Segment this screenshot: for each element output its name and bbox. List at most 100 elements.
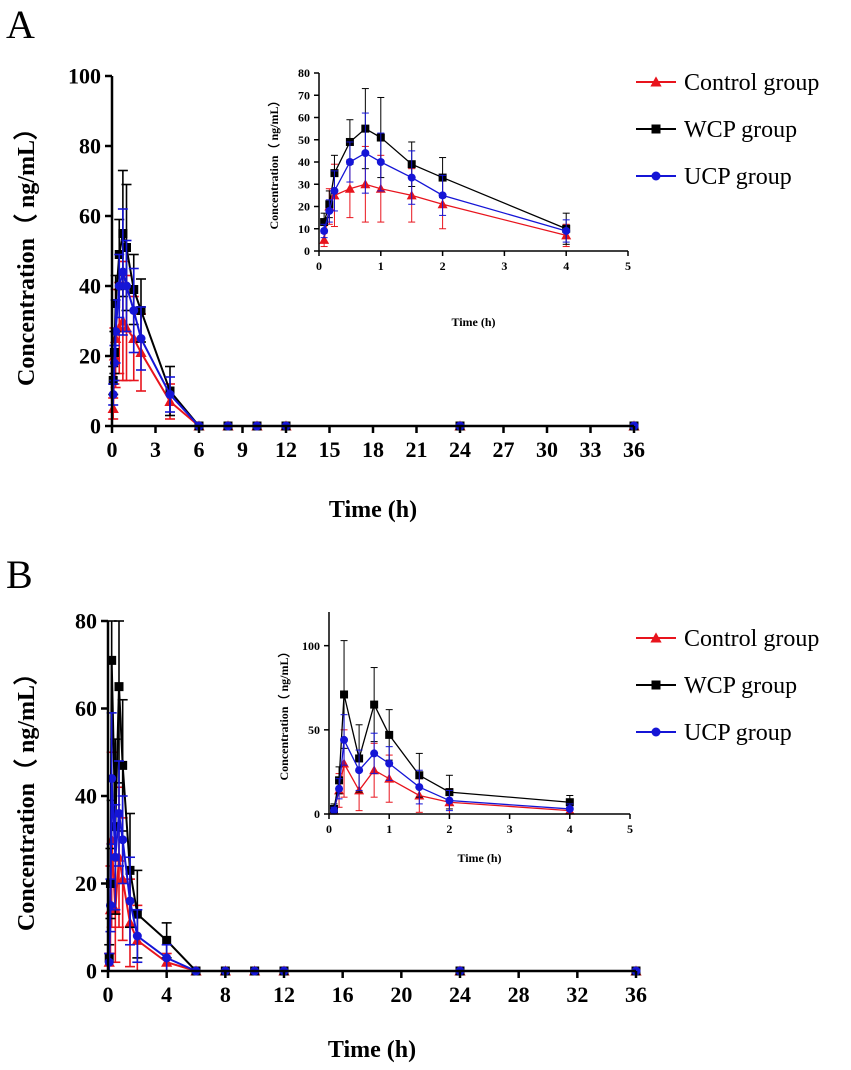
y-tick-label: 80 bbox=[298, 66, 310, 80]
x-axis-title: Time (h) bbox=[451, 315, 495, 329]
legend-marker-control bbox=[650, 632, 662, 643]
ucp-point bbox=[114, 809, 124, 818]
x-tick-label: 15 bbox=[319, 437, 341, 462]
series-control bbox=[103, 751, 642, 976]
B-inset-plot: 0 50 100 0 1 2 3 4 5 Time (h) Concentration（ ng/mL… bbox=[276, 612, 633, 865]
x-tick-label: 28 bbox=[508, 982, 530, 1007]
x-tick-label: 1 bbox=[378, 259, 384, 273]
y-tick-label: 60 bbox=[79, 204, 101, 229]
control-line bbox=[108, 839, 636, 972]
x-tick-label: 1 bbox=[386, 822, 392, 836]
x-tick-label: 32 bbox=[566, 982, 588, 1007]
y-tick-label: 100 bbox=[302, 639, 320, 653]
A-inset-plot: 0 10 20 30 40 50 60 70 80 0 1 2 3 4 5 Time (h) Concentra… bbox=[266, 66, 631, 329]
ucp-point bbox=[340, 735, 349, 744]
ucp-point bbox=[445, 796, 454, 805]
x-axis-title: Time (h) bbox=[329, 497, 417, 523]
y-tick-label: 0 bbox=[314, 807, 320, 821]
ucp-point bbox=[111, 327, 121, 336]
legend-label-control: Control group bbox=[684, 70, 819, 96]
legend-label-wcp: WCP group bbox=[684, 673, 797, 699]
series-ucp bbox=[320, 112, 571, 243]
x-axis-title: Time (h) bbox=[328, 1037, 416, 1063]
y-tick-label: 20 bbox=[298, 200, 310, 214]
ucp-point bbox=[325, 206, 334, 215]
x-tick-label: 33 bbox=[580, 437, 602, 462]
x-tick-label: 27 bbox=[493, 437, 515, 462]
wcp-point bbox=[320, 218, 329, 227]
wcp-point bbox=[118, 760, 128, 770]
control-point bbox=[319, 234, 330, 244]
series-ucp bbox=[108, 208, 639, 431]
y-tick-label: 40 bbox=[75, 784, 97, 809]
ucp-point bbox=[565, 804, 574, 813]
ucp-point bbox=[438, 191, 447, 200]
ucp-point bbox=[376, 158, 385, 166]
legend-marker-ucp bbox=[651, 171, 661, 181]
legend-marker-control bbox=[650, 76, 662, 87]
control-point bbox=[344, 183, 355, 193]
x-tick-label: 2 bbox=[440, 259, 446, 273]
series-wcp bbox=[104, 620, 641, 976]
ucp-point bbox=[355, 766, 364, 775]
y-tick-label: 0 bbox=[304, 244, 310, 258]
ucp-point bbox=[110, 852, 120, 862]
x-tick-label: 36 bbox=[625, 982, 647, 1007]
series-ucp bbox=[329, 714, 574, 815]
x-tick-label: 0 bbox=[103, 982, 114, 1007]
ucp-point bbox=[118, 267, 128, 277]
legend-marker-ucp bbox=[651, 727, 661, 737]
ucp-point bbox=[370, 749, 379, 758]
y-axis-title: Concentration（ ng/mL） bbox=[13, 661, 40, 931]
control-line bbox=[112, 318, 634, 427]
legend: Control group WCP group UCP group bbox=[636, 626, 819, 746]
legend-marker-wcp bbox=[651, 680, 661, 690]
ucp-point bbox=[136, 334, 146, 343]
x-tick-label: 5 bbox=[625, 259, 631, 273]
y-tick-label: 50 bbox=[308, 723, 320, 737]
y-tick-label: 40 bbox=[79, 274, 101, 299]
x-tick-label: 3 bbox=[501, 259, 507, 273]
legend: Control group WCP group UCP group bbox=[636, 70, 819, 190]
x-tick-label: 16 bbox=[332, 982, 354, 1007]
x-tick-label: 21 bbox=[406, 437, 428, 462]
x-tick-label: 8 bbox=[220, 982, 231, 1007]
y-tick-label: 80 bbox=[79, 134, 101, 159]
ucp-point bbox=[132, 931, 142, 941]
ucp-line bbox=[112, 268, 634, 427]
legend-label-wcp: WCP group bbox=[684, 117, 797, 143]
ucp-point bbox=[122, 281, 131, 291]
y-tick-label: 80 bbox=[75, 609, 97, 634]
ucp-point bbox=[320, 226, 329, 235]
x-tick-label: 0 bbox=[107, 437, 118, 462]
y-tick-label: 10 bbox=[298, 222, 310, 236]
y-tick-label: 100 bbox=[68, 64, 101, 89]
ucp-point bbox=[385, 759, 394, 768]
wcp-point bbox=[370, 700, 379, 709]
legend-marker-wcp bbox=[651, 124, 661, 134]
ucp-point bbox=[114, 281, 124, 291]
ucp-point bbox=[415, 783, 424, 792]
x-tick-label: 0 bbox=[326, 822, 332, 836]
wcp-point bbox=[107, 655, 117, 665]
series-wcp bbox=[329, 640, 574, 814]
ucp-point bbox=[361, 149, 370, 158]
wcp-point bbox=[565, 798, 574, 807]
y-tick-label: 60 bbox=[298, 111, 310, 125]
y-tick-label: 20 bbox=[75, 871, 97, 896]
ucp-point bbox=[330, 186, 339, 195]
y-tick-label: 0 bbox=[90, 414, 101, 439]
wcp-point bbox=[385, 730, 394, 739]
ucp-line bbox=[323, 152, 567, 232]
y-tick-label: 70 bbox=[298, 88, 310, 102]
x-tick-label: 3 bbox=[150, 437, 161, 462]
ucp-point bbox=[118, 835, 128, 845]
wcp-point bbox=[162, 935, 172, 945]
x-tick-label: 4 bbox=[563, 259, 569, 273]
x-tick-label: 12 bbox=[275, 437, 297, 462]
ucp-point bbox=[562, 226, 571, 235]
ucp-point bbox=[345, 158, 354, 166]
